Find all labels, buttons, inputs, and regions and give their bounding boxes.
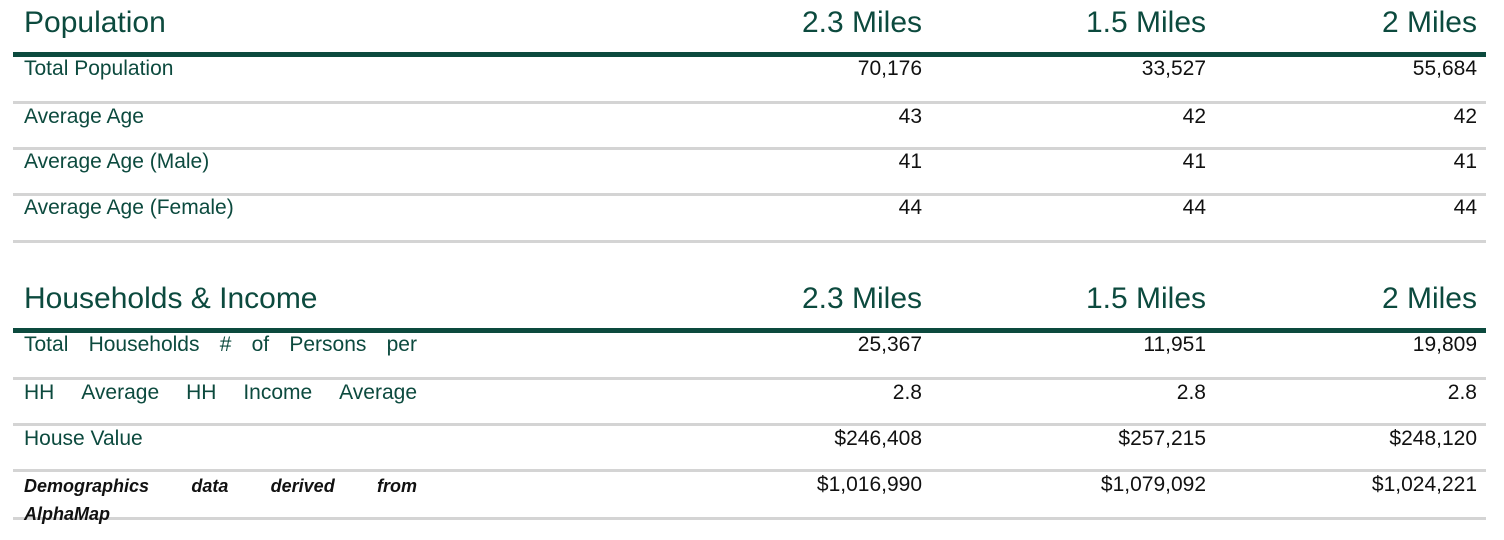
cell-value: 2.8 [1176,381,1206,404]
cell-value: $1,079,092 [1100,473,1206,496]
source-note-line-2: AlphaMap [24,504,111,524]
households-income-table: Households & Income 2.3 Miles 1.5 Miles … [13,276,1486,524]
note-word: Demographics [24,476,150,496]
label-word: Persons [289,333,367,356]
cell-value: 55,684 [1412,57,1477,80]
source-note: Demographics data derived from AlphaMap [24,472,417,528]
row-label: Total Households # of Persons per [24,333,417,357]
cell-value: 70,176 [857,57,922,80]
cell-value: 41 [1453,150,1477,173]
cell-value: 44 [1453,196,1477,219]
cell-value: 2.8 [1447,381,1477,404]
label-word: of [251,333,270,356]
note-word: from [376,476,417,496]
column-header-1-5-miles: 1.5 Miles [1085,6,1206,39]
note-word: derived [270,476,335,496]
cell-value: 19,809 [1412,333,1477,356]
table-row-demographics-note: Demographics data derived from AlphaMap … [13,472,1486,524]
column-header-1-5-miles: 1.5 Miles [1085,282,1206,315]
column-header-2-3-miles: 2.3 Miles [801,282,922,315]
population-header: Population 2.3 Miles 1.5 Miles 2 Miles [13,0,1486,57]
column-header-2-3-miles: 2.3 Miles [801,6,922,39]
row-label: House Value [24,427,143,450]
cell-value: $1,024,221 [1371,473,1477,496]
households-header: Households & Income 2.3 Miles 1.5 Miles … [13,276,1486,333]
table-row-total-households: Total Households # of Persons per 25,367… [13,333,1486,380]
label-word: Households [88,333,200,356]
cell-value: 44 [898,196,922,219]
cell-value: 41 [898,150,922,173]
row-label: Average Age (Male) [24,150,210,173]
table-row-total-population: Total Population 70,176 33,527 55,684 [13,57,1486,104]
row-label: Average Age (Female) [24,196,234,219]
population-table: Population 2.3 Miles 1.5 Miles 2 Miles T… [13,0,1486,243]
cell-value: 44 [1182,196,1206,219]
cell-value: 11,951 [1143,333,1206,356]
table-row-hh-average: HH Average HH Income Average 2.8 2.8 2.8 [13,380,1486,426]
column-header-2-miles: 2 Miles [1381,6,1477,39]
label-word: Average [339,381,417,404]
label-word: HH [186,381,217,404]
cell-value: 33,527 [1141,57,1206,80]
column-header-2-miles: 2 Miles [1381,282,1477,315]
cell-value: $1,016,990 [816,473,922,496]
population-title: Population [24,6,166,39]
note-word: data [191,476,229,496]
label-word: Average [81,381,160,404]
cell-value: 42 [1182,105,1206,128]
cell-value: 43 [898,105,922,128]
cell-value: 41 [1182,150,1206,173]
table-row-average-age-female: Average Age (Female) 44 44 44 [13,196,1486,243]
table-row-average-age-male: Average Age (Male) 41 41 41 [13,150,1486,196]
households-title: Households & Income [24,282,318,315]
cell-value: $246,408 [834,427,922,450]
cell-value: 42 [1453,105,1477,128]
cell-value: 25,367 [857,333,922,356]
cell-value: $248,120 [1389,427,1477,450]
cell-value: $257,215 [1118,427,1206,450]
label-word: Income [243,381,313,404]
table-row-average-age: Average Age 43 42 42 [13,104,1486,150]
row-label: Average Age [24,105,144,128]
row-label: HH Average HH Income Average [24,381,417,405]
cell-value: 2.8 [892,381,922,404]
row-label: Total Population [24,57,174,80]
table-row-house-value: House Value $246,408 $257,215 $248,120 [13,426,1486,472]
label-word: per [386,333,417,356]
label-word: Total [24,333,69,356]
label-word: # [219,333,232,356]
label-word: HH [24,381,55,404]
source-note-line-1: Demographics data derived from [24,472,417,500]
